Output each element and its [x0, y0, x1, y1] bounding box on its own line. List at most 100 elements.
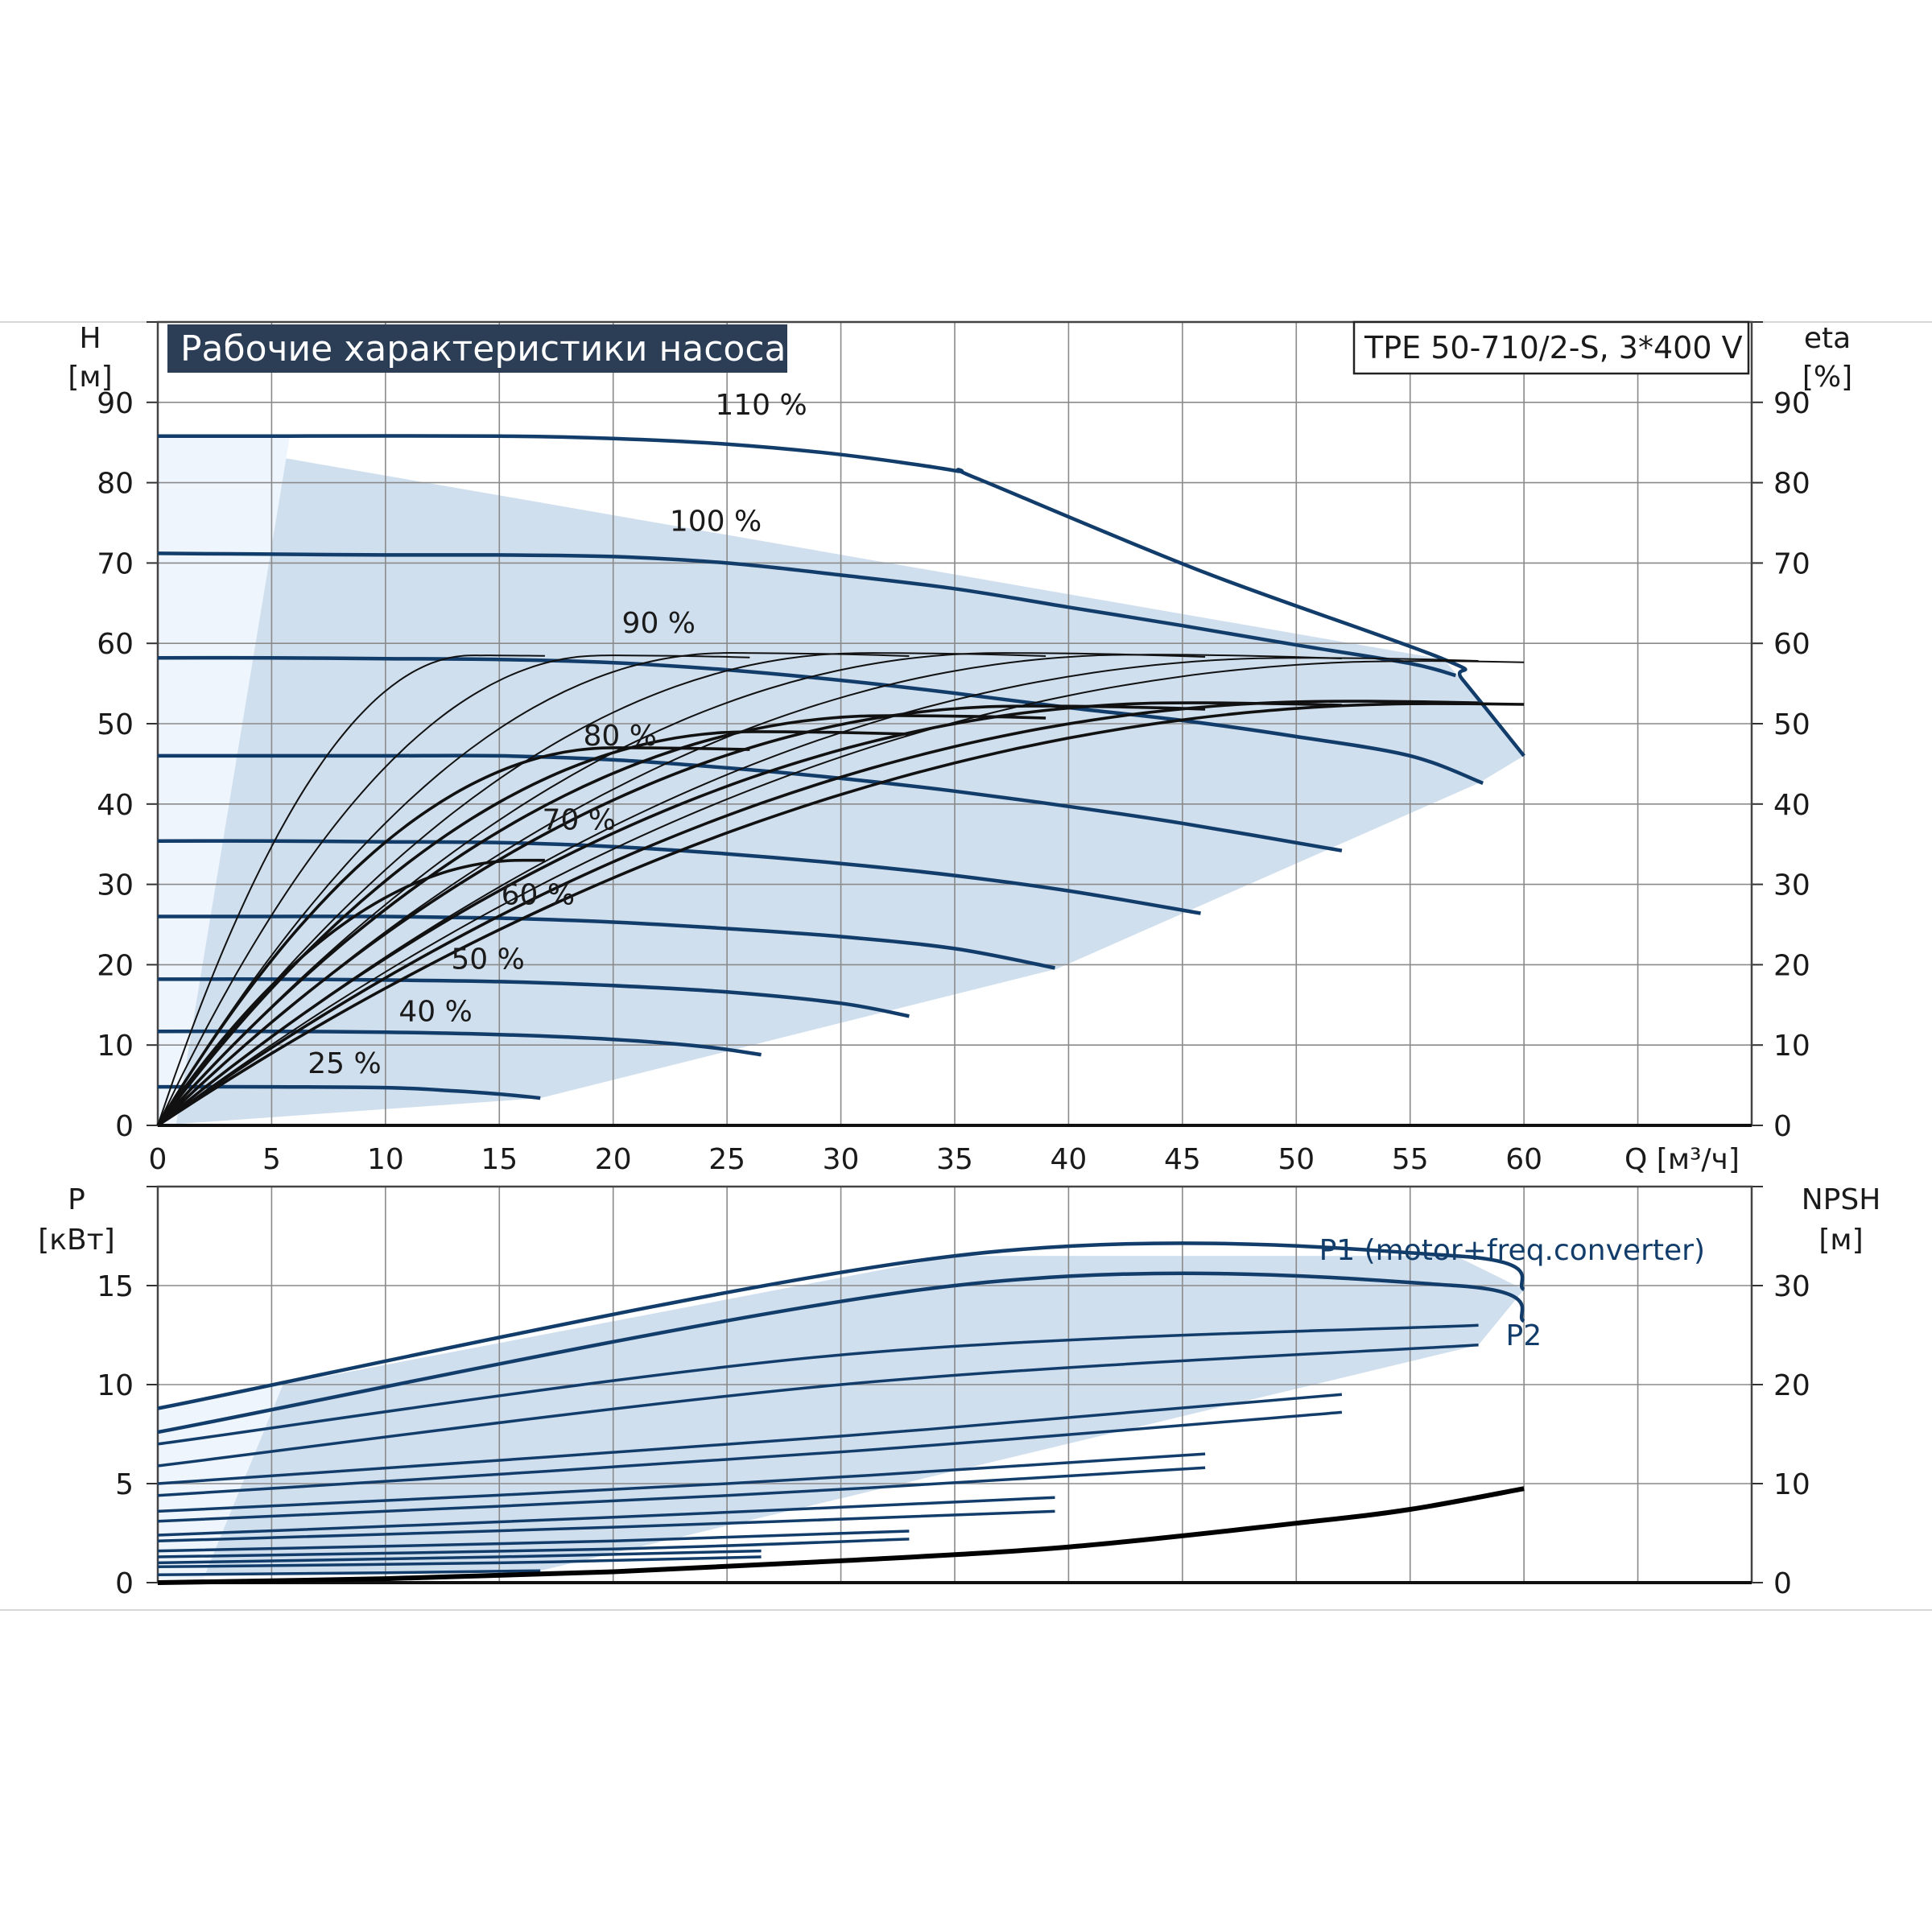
efficiency-curve	[157, 654, 545, 1126]
power-curve-label: P1 (motor+freq.converter)	[1319, 1234, 1705, 1267]
head-y-tick-label: 40	[97, 789, 134, 822]
npsh-axis-unit: [м]	[1818, 1224, 1863, 1257]
x-tick-label: 5	[262, 1143, 281, 1176]
speed-curve-label: 100 %	[670, 505, 762, 538]
head-y-tick-label: 30	[97, 869, 134, 902]
power-y-tick-label: 5	[115, 1468, 134, 1501]
title-background	[167, 324, 787, 373]
model-label: TPE 50-710/2-S, 3*400 V	[1364, 330, 1743, 365]
power-curve	[157, 1530, 910, 1553]
npsh-y-tick-label: 30	[1773, 1270, 1810, 1303]
speed-curve	[157, 839, 1201, 915]
eta-y-tick-label: 30	[1773, 869, 1810, 902]
npsh-curve	[157, 1486, 1525, 1585]
power-curve	[157, 1555, 762, 1569]
power-curve	[157, 1549, 762, 1565]
power-curve	[157, 1466, 1206, 1523]
efficiency-curve	[157, 702, 1525, 1127]
efficiency-curve	[156, 700, 1479, 1127]
npsh-axis-name: NPSH	[1802, 1183, 1881, 1216]
npsh-y-tick-label: 10	[1773, 1468, 1810, 1501]
text-layer: Рабочие характеристики насоса TPE 50-710…	[38, 320, 1881, 1600]
x-tick-label: 30	[823, 1143, 860, 1176]
eta-y-tick-label: 10	[1773, 1030, 1810, 1063]
speed-curve	[157, 1084, 541, 1100]
power-curve	[157, 1241, 1525, 1410]
speed-curve-label: 90 %	[622, 607, 696, 640]
power-curve	[157, 1452, 1206, 1513]
power-curve	[157, 1496, 1055, 1537]
x-tick-label: 25	[708, 1143, 745, 1176]
head-y-tick-label: 80	[97, 468, 134, 501]
efficiency-curve	[157, 652, 1206, 1126]
power-curve	[157, 1323, 1479, 1446]
power-curve	[157, 1344, 1479, 1468]
eta-axis-unit: [%]	[1802, 361, 1852, 394]
power-y-tick-label: 10	[97, 1369, 134, 1402]
eta-y-tick-label: 80	[1773, 468, 1810, 501]
efficiency-curve	[157, 660, 1525, 1126]
efficiency-curve	[156, 704, 1206, 1127]
operating-area-power-light	[158, 1385, 283, 1579]
x-tick-label: 0	[149, 1143, 167, 1176]
x-tick-label: 40	[1051, 1143, 1088, 1176]
speed-curve	[157, 1029, 762, 1057]
head-y-tick-label: 0	[115, 1110, 134, 1143]
power-curve	[157, 1410, 1343, 1497]
x-tick-label: 45	[1164, 1143, 1201, 1176]
efficiency-curve	[157, 652, 910, 1126]
npsh-y-tick-label: 0	[1773, 1567, 1792, 1600]
speed-curve-label: 25 %	[308, 1047, 381, 1080]
efficiency-curve	[157, 654, 750, 1126]
speed-curve-label: 40 %	[398, 995, 472, 1028]
x-tick-label: 50	[1278, 1143, 1315, 1176]
operating-area-head-light	[158, 436, 291, 1125]
efficiency-curve	[156, 858, 545, 1127]
eta-y-tick-label: 90	[1773, 387, 1810, 420]
eta-y-tick-label: 0	[1773, 1110, 1792, 1143]
power-curve	[157, 1569, 541, 1576]
speed-curve	[157, 655, 1484, 786]
speed-curve-label: 80 %	[583, 720, 656, 753]
power-curve-label: P2	[1506, 1319, 1542, 1352]
power-y-tick-label: 15	[97, 1270, 134, 1303]
model-box	[1352, 320, 1750, 375]
head-y-tick-label: 20	[97, 949, 134, 982]
eta-y-tick-label: 50	[1773, 708, 1810, 741]
head-axis-name: H	[79, 322, 101, 355]
eta-axis-name: eta	[1804, 322, 1851, 355]
speed-curve-label: 50 %	[451, 943, 524, 976]
head-y-tick-label: 60	[97, 628, 134, 661]
x-tick-label: 20	[595, 1143, 632, 1176]
eta-y-tick-label: 70	[1773, 547, 1810, 580]
x-axis-label: Q [м³/ч]	[1624, 1143, 1740, 1176]
curve-layer	[157, 434, 1525, 1585]
power-curve	[157, 1271, 1525, 1435]
efficiency-curve	[156, 730, 910, 1127]
speed-curve	[157, 551, 1456, 678]
eta-y-tick-label: 60	[1773, 628, 1810, 661]
efficiency-curve	[156, 701, 1342, 1127]
chart-title: Рабочие характеристики насоса	[180, 328, 786, 369]
head-y-tick-label: 50	[97, 708, 134, 741]
eta-y-tick-label: 40	[1773, 789, 1810, 822]
x-tick-label: 60	[1505, 1143, 1542, 1176]
x-tick-label: 35	[936, 1143, 973, 1176]
speed-curve-label: 70 %	[543, 804, 616, 837]
head-y-tick-label: 90	[97, 387, 134, 420]
power-curve	[157, 1538, 910, 1558]
npsh-y-tick-label: 20	[1773, 1369, 1810, 1402]
power-axis-unit: [кВт]	[38, 1224, 115, 1257]
head-axis-unit: [м]	[68, 361, 112, 394]
speed-curve	[158, 914, 1055, 970]
power-y-tick-label: 0	[115, 1567, 134, 1600]
power-axis-name: P	[68, 1183, 85, 1216]
eta-y-tick-label: 20	[1773, 949, 1810, 982]
power-curve	[157, 1393, 1343, 1485]
speed-curve	[158, 753, 1343, 852]
x-tick-label: 10	[367, 1143, 404, 1176]
efficiency-layer	[156, 652, 1525, 1127]
head-y-tick-label: 70	[97, 547, 134, 580]
